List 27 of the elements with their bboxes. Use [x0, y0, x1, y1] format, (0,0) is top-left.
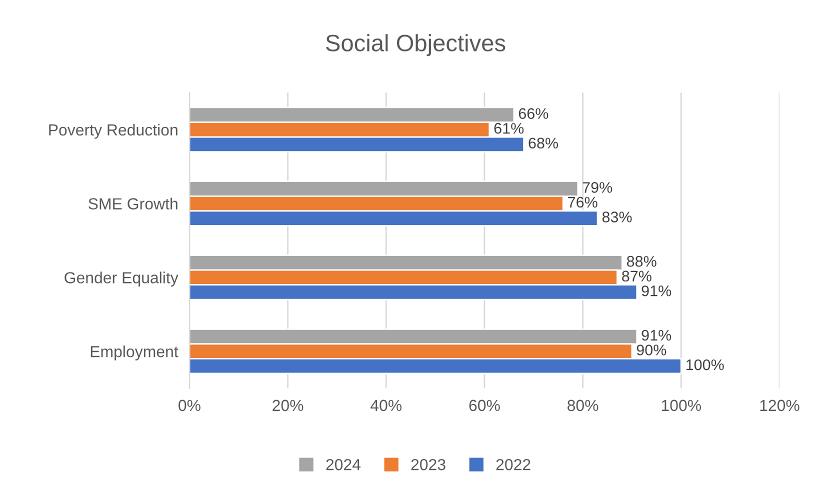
- x-tick-label: 0%: [178, 400, 200, 412]
- x-tick-label: 20%: [272, 400, 304, 412]
- data-label: 100%: [686, 359, 724, 370]
- data-label: 91%: [642, 285, 672, 296]
- x-tick-label: 60%: [469, 400, 500, 412]
- legend-label: 2024: [326, 458, 361, 470]
- y-tick-label: SME Growth: [88, 198, 178, 210]
- data-label: 79%: [582, 182, 612, 193]
- chart-title: Social Objectives: [326, 34, 506, 56]
- x-tick-label: 100%: [662, 400, 701, 412]
- data-label: 83%: [602, 212, 632, 222]
- y-tick-label: Poverty Reduction: [49, 124, 178, 139]
- x-tick-label: 120%: [760, 400, 800, 412]
- y-tick-label: Employment: [90, 346, 178, 360]
- data-label: 87%: [622, 270, 652, 282]
- legend-label: 2022: [496, 458, 530, 470]
- data-label: 91%: [642, 330, 672, 341]
- x-tick-label: 80%: [568, 400, 598, 412]
- data-label: 88%: [626, 256, 656, 267]
- data-label: 61%: [494, 122, 524, 134]
- data-label: 90%: [636, 344, 666, 356]
- data-label: 68%: [528, 138, 558, 149]
- data-label: 66%: [518, 108, 548, 119]
- y-tick-label: Gender Equality: [64, 272, 178, 287]
- data-label: 76%: [568, 196, 598, 208]
- x-tick-label: 40%: [370, 400, 402, 412]
- legend-label: 2023: [411, 458, 446, 470]
